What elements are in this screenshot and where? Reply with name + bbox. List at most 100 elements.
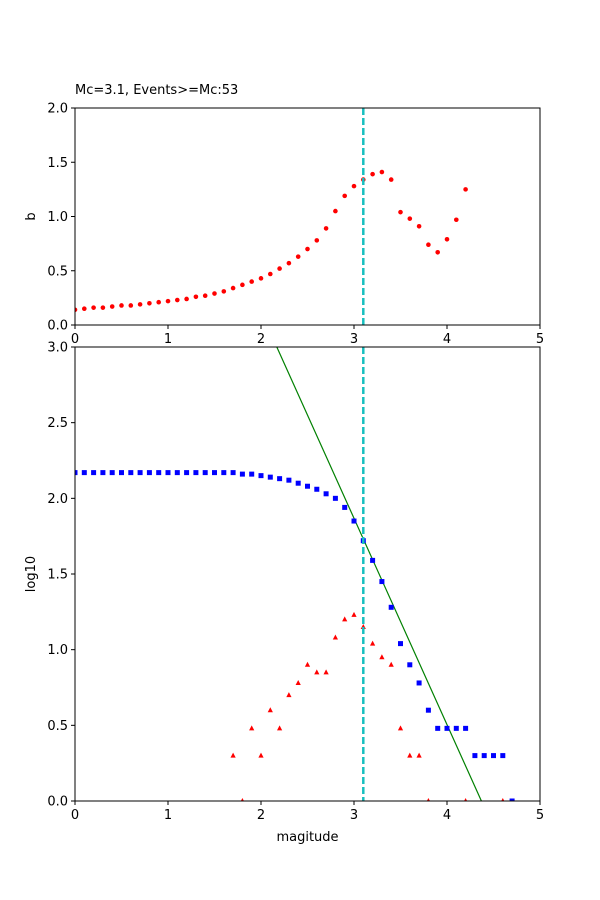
data-point	[332, 495, 338, 501]
data-point	[156, 299, 161, 305]
data-point	[212, 291, 217, 296]
y-tick-label: 0.0	[47, 795, 68, 810]
data-point	[407, 752, 413, 758]
y-tick-label: 2.5	[47, 416, 68, 431]
x-tick-label: 1	[164, 808, 172, 823]
y-tick-label: 1.5	[47, 568, 68, 583]
data-point	[258, 473, 264, 479]
data-point	[230, 285, 236, 291]
data-point	[388, 661, 394, 667]
data-point	[193, 294, 199, 300]
data-point	[500, 753, 506, 759]
data-point	[463, 187, 468, 192]
data-point	[435, 250, 441, 255]
data-point	[416, 223, 422, 229]
data-point	[501, 798, 505, 801]
y-tick-label: 3.0	[47, 341, 68, 356]
data-point	[314, 486, 320, 492]
data-point	[304, 661, 311, 667]
data-point	[202, 293, 208, 299]
x-tick-label: 5	[536, 808, 544, 823]
data-point	[360, 623, 366, 629]
data-point	[454, 217, 459, 223]
b-value-plot: 0 1 2 3 4 5 0.0 0.5 1.0 1.5 2.0 Mc=3.1, Events>=Mc:…	[24, 83, 544, 347]
data-point	[464, 798, 468, 801]
data-point	[277, 725, 283, 731]
x-tick-label: 4	[443, 332, 451, 347]
data-point	[370, 557, 376, 563]
frequency-magnitude-plot: 0 1 2 3 4 5 0.0 0.5 1.0 1.5 2.0 2.5 3.0 log10 magitude	[24, 341, 544, 846]
data-point	[314, 669, 320, 675]
axes-background	[75, 108, 540, 325]
data-point	[388, 604, 394, 610]
y-tick-label: 2.0	[47, 492, 68, 507]
data-point	[286, 260, 292, 266]
data-point	[174, 470, 180, 476]
data-point	[184, 296, 189, 302]
data-point	[221, 289, 227, 294]
data-point	[100, 470, 106, 476]
data-point	[426, 242, 431, 248]
y-tick-label: 0.5	[47, 719, 68, 734]
axes-background	[75, 347, 540, 801]
data-point	[286, 477, 292, 483]
y-tick-label: 2.0	[47, 102, 68, 117]
data-point	[230, 470, 236, 476]
data-point	[267, 707, 273, 713]
y-tick-label: 1.0	[47, 210, 68, 225]
data-point	[379, 654, 385, 660]
data-point	[230, 752, 236, 758]
data-point	[342, 193, 348, 199]
data-point	[193, 470, 199, 476]
x-tick-label: 2	[257, 808, 265, 823]
data-point	[267, 474, 273, 480]
data-point	[370, 640, 376, 646]
y-axis-label: log10	[24, 556, 39, 592]
x-tick-label: 0	[71, 808, 79, 823]
data-point	[435, 725, 441, 731]
data-point	[509, 798, 515, 801]
data-point	[295, 254, 301, 259]
data-point	[184, 470, 190, 476]
data-point	[75, 307, 78, 313]
data-point	[128, 303, 134, 308]
data-point	[221, 470, 227, 476]
x-tick-label: 5	[536, 332, 544, 347]
data-point	[100, 305, 106, 310]
data-point	[286, 692, 292, 698]
data-point	[295, 679, 301, 685]
data-point	[305, 246, 310, 252]
y-tick-label: 0.5	[47, 264, 68, 279]
data-point	[146, 470, 152, 476]
data-point	[453, 725, 459, 731]
data-point	[258, 752, 264, 758]
data-point	[416, 680, 422, 686]
data-point	[323, 491, 329, 497]
data-point	[277, 476, 283, 482]
data-point	[370, 171, 375, 177]
data-point	[240, 282, 245, 288]
y-tick-label: 0.0	[47, 319, 68, 334]
data-point	[425, 707, 431, 713]
x-axis-label: magitude	[276, 830, 338, 845]
data-point	[407, 662, 413, 668]
data-point	[137, 302, 143, 307]
x-tick-label: 3	[350, 808, 358, 823]
data-point	[342, 616, 348, 622]
data-point	[75, 470, 78, 476]
data-point	[305, 483, 310, 489]
data-point	[332, 634, 338, 640]
data-point	[444, 725, 450, 731]
data-point	[323, 226, 329, 231]
data-point	[258, 276, 264, 281]
data-point	[277, 266, 282, 271]
data-point	[137, 470, 143, 476]
data-point	[295, 480, 301, 486]
data-point	[202, 470, 208, 476]
data-point	[119, 470, 124, 476]
x-tick-label: 1	[164, 332, 172, 347]
data-point	[165, 470, 171, 476]
data-point	[323, 669, 329, 675]
x-tick-label: 4	[443, 808, 451, 823]
